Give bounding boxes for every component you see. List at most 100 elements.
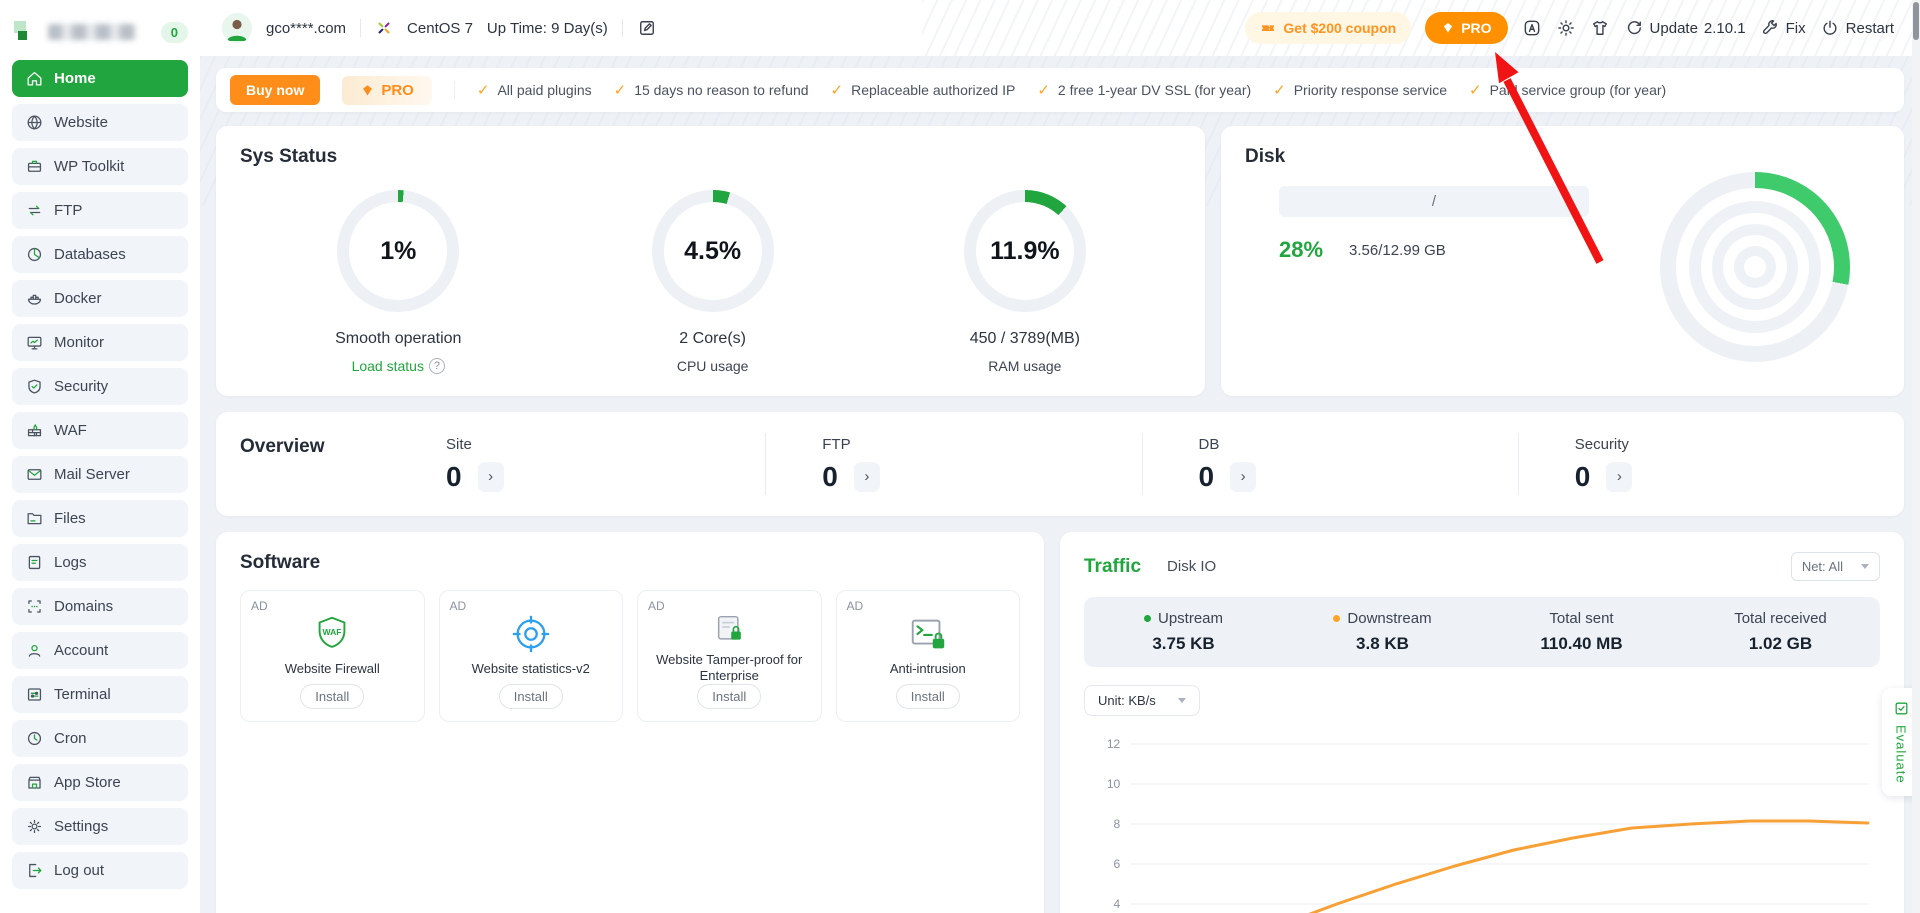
tab-disk-io[interactable]: Disk IO <box>1167 558 1216 575</box>
ftp-arrow-button[interactable]: › <box>854 462 880 492</box>
sidebar-item-settings[interactable]: Settings <box>12 808 188 845</box>
traffic-chart: 1210864 <box>1084 730 1880 913</box>
pro-button[interactable]: PRO <box>1425 12 1507 44</box>
skin-button[interactable] <box>1590 18 1610 38</box>
update-button[interactable]: Update 2.10.1 <box>1624 18 1746 38</box>
svg-text:4: 4 <box>1114 897 1121 911</box>
ram-gauge-label: 450 / 3789(MB) <box>970 330 1080 348</box>
sidebar-item-security[interactable]: Security <box>12 368 188 405</box>
globe-icon <box>25 113 44 132</box>
sidebar-item-logout[interactable]: Log out <box>12 852 188 889</box>
overview-label: DB <box>1199 436 1518 453</box>
sys-status-card: Sys Status 1% Smooth operation Load stat… <box>216 126 1205 396</box>
install-button[interactable]: Install <box>896 684 960 709</box>
help-icon[interactable]: ? <box>429 358 445 374</box>
cpu-gauge-sub: CPU usage <box>677 358 749 374</box>
overview-value: 0 <box>1199 461 1215 493</box>
sidebar-item-wp-toolkit[interactable]: WP Toolkit <box>12 148 188 185</box>
divider <box>360 19 361 37</box>
theme-button[interactable] <box>1556 18 1576 38</box>
downstream-dot <box>1333 615 1340 622</box>
install-button[interactable]: Install <box>499 684 563 709</box>
db-arrow-button[interactable]: › <box>1230 462 1256 492</box>
sidebar-item-app-store[interactable]: App Store <box>12 764 188 801</box>
svg-text:10: 10 <box>1107 777 1121 791</box>
cpu-gauge: 4.5% 2 Core(s) CPU usage <box>652 190 774 374</box>
stat-label: Total received <box>1734 610 1827 627</box>
language-button[interactable] <box>1522 18 1542 38</box>
sidebar-item-domains[interactable]: Domains <box>12 588 188 625</box>
edit-note-icon <box>637 18 657 38</box>
evaluate-icon <box>1893 700 1910 717</box>
sidebar-item-docker[interactable]: Docker <box>12 280 188 317</box>
tab-traffic[interactable]: Traffic <box>1084 556 1141 578</box>
stat-downstream: Downstream 3.8 KB <box>1283 610 1482 654</box>
document-icon <box>25 553 44 572</box>
sidebar-item-terminal[interactable]: Terminal <box>12 676 188 713</box>
unit-value: Unit: KB/s <box>1098 693 1156 708</box>
svg-text:WAF: WAF <box>323 627 342 637</box>
traffic-stats-bar: Upstream 3.75 KB Downstream 3.8 KB Total… <box>1084 597 1880 667</box>
buy-now-button[interactable]: Buy now <box>230 75 320 105</box>
net-filter-select[interactable]: Net: All <box>1791 552 1880 581</box>
unit-select[interactable]: Unit: KB/s <box>1084 685 1200 716</box>
load-status-link[interactable]: Load status ? <box>352 358 445 374</box>
statistics-target-icon <box>508 613 554 655</box>
overview-label: Security <box>1575 436 1894 453</box>
sidebar-item-home[interactable]: Home <box>12 60 188 97</box>
sidebar-item-label: Cron <box>54 730 87 747</box>
disk-title: Disk <box>1245 146 1880 168</box>
sidebar: 0 Home Website WP Toolkit FTP Databases … <box>0 0 200 913</box>
scrollbar-thumb[interactable] <box>1913 2 1919 40</box>
notification-badge[interactable]: 0 <box>161 22 188 43</box>
sidebar-item-mail-server[interactable]: Mail Server <box>12 456 188 493</box>
coupon-button[interactable]: Get $200 coupon <box>1245 12 1411 44</box>
avatar[interactable] <box>222 13 252 43</box>
account-name[interactable]: gco****.com <box>266 20 346 37</box>
user-icon <box>25 641 44 660</box>
load-gauge-label: Smooth operation <box>335 330 461 348</box>
pro-badge: PRO <box>342 76 432 105</box>
sidebar-item-cron[interactable]: Cron <box>12 720 188 757</box>
software-item-tamper-proof[interactable]: AD Website Tamper-proof for Enterprise I… <box>637 590 822 722</box>
install-button[interactable]: Install <box>300 684 364 709</box>
feature-label: Priority response service <box>1294 82 1447 98</box>
ad-tag: AD <box>251 599 268 613</box>
sidebar-item-ftp[interactable]: FTP <box>12 192 188 229</box>
shield-check-icon <box>25 377 44 396</box>
sidebar-item-website[interactable]: Website <box>12 104 188 141</box>
sidebar-item-files[interactable]: Files <box>12 500 188 537</box>
software-item-website-statistics[interactable]: AD Website statistics-v2 Install <box>439 590 624 722</box>
terminal-icon <box>25 685 44 704</box>
restart-label: Restart <box>1846 20 1894 37</box>
notes-button[interactable] <box>637 18 657 38</box>
site-arrow-button[interactable]: › <box>478 462 504 492</box>
sidebar-item-waf[interactable]: WAF <box>12 412 188 449</box>
sidebar-item-logs[interactable]: Logs <box>12 544 188 581</box>
stat-value: 3.75 KB <box>1152 634 1214 654</box>
sidebar-item-databases[interactable]: Databases <box>12 236 188 273</box>
page-scrollbar[interactable] <box>1912 0 1920 913</box>
install-button[interactable]: Install <box>697 684 761 709</box>
security-arrow-button[interactable]: › <box>1606 462 1632 492</box>
sidebar-item-label: Settings <box>54 818 108 835</box>
main-content: Buy now PRO ✓All paid plugins ✓15 days n… <box>200 56 1920 913</box>
software-item-anti-intrusion[interactable]: AD Anti-intrusion Install <box>836 590 1021 722</box>
software-item-website-firewall[interactable]: AD WAF Website Firewall Install <box>240 590 425 722</box>
stat-label: Total sent <box>1549 610 1613 627</box>
home-icon <box>25 69 44 88</box>
restart-button[interactable]: Restart <box>1820 18 1894 38</box>
disk-mount-point[interactable]: / <box>1279 186 1589 217</box>
sidebar-item-label: Monitor <box>54 334 104 351</box>
overview-ftp: FTP 0 › <box>766 436 1141 493</box>
divider <box>622 19 623 37</box>
ram-gauge-sub: RAM usage <box>988 358 1061 374</box>
sidebar-item-monitor[interactable]: Monitor <box>12 324 188 361</box>
stat-total-sent: Total sent 110.40 MB <box>1482 610 1681 654</box>
chevron-down-icon <box>1861 564 1869 569</box>
fix-button[interactable]: Fix <box>1760 18 1806 38</box>
clock-icon <box>25 729 44 748</box>
scan-brackets-icon <box>25 597 44 616</box>
fix-label: Fix <box>1786 20 1806 37</box>
sidebar-item-account[interactable]: Account <box>12 632 188 669</box>
